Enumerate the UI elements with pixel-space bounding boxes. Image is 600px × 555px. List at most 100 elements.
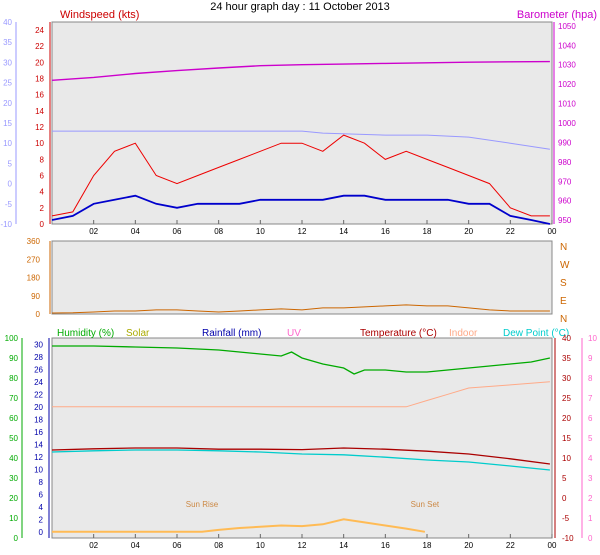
rainfall-axis-tick: 22 — [34, 390, 43, 399]
temp-panel — [51, 337, 553, 539]
uv-axis-tick: 10 — [588, 334, 597, 343]
direction-axis-tick: 270 — [27, 255, 41, 264]
uv-axis-tick: 9 — [588, 354, 593, 363]
rainfall-axis-tick: 0 — [39, 528, 44, 537]
direction-axis-tick: 360 — [27, 237, 41, 246]
rainfall-axis-tick: 18 — [34, 415, 43, 424]
temp-outer-axis-tick: 25 — [3, 79, 12, 88]
x-tick-label: 00 — [548, 541, 557, 550]
windspeed-axis-tick: 6 — [40, 172, 45, 181]
direction-panel — [51, 240, 553, 315]
barometer-axis-tick: 990 — [558, 138, 572, 147]
uv-axis-tick: 3 — [588, 474, 593, 483]
humidity-axis-tick: 90 — [9, 354, 18, 363]
temp-outer-axis-tick: 30 — [3, 58, 12, 67]
compass-label: W — [560, 260, 570, 271]
x-tick-label: 10 — [256, 227, 265, 236]
windspeed-axis-tick: 8 — [40, 155, 45, 164]
direction-axis-tick: 0 — [36, 310, 41, 319]
temp-outer-axis-tick: 40 — [3, 18, 12, 27]
barometer-axis-tick: 960 — [558, 197, 572, 206]
barometer-axis-tick: 1030 — [558, 61, 576, 70]
x-tick-label: 06 — [173, 541, 182, 550]
rainfall-axis-tick: 6 — [39, 490, 44, 499]
temperature-line — [52, 130, 550, 150]
compass-label: N — [560, 242, 567, 253]
x-tick-label: 20 — [464, 541, 473, 550]
x-tick-label: 06 — [173, 227, 182, 236]
uv-axis-tick: 8 — [588, 374, 593, 383]
x-tick-label: 12 — [298, 541, 307, 550]
uv-axis-tick: 1 — [588, 514, 593, 523]
compass-label: S — [560, 278, 567, 289]
x-tick-label: 04 — [131, 541, 140, 550]
windspeed-axis-tick: 20 — [35, 58, 44, 67]
barometer-title: Barometer (hpa) — [517, 9, 597, 21]
windspeed-axis-tick: 24 — [35, 26, 44, 35]
windspeed-axis-tick: 12 — [35, 123, 44, 132]
barometer-line — [51, 60, 550, 81]
humidity-axis-tick: 10 — [9, 514, 18, 523]
legend-label: Rainfall (mm) — [202, 328, 261, 339]
indoor-line — [52, 381, 550, 408]
temp-outer-axis-tick: 5 — [8, 159, 13, 168]
rainfall-axis-tick: 4 — [39, 503, 44, 512]
legend-label: Indoor — [449, 328, 478, 339]
direction-axis-tick: 180 — [27, 274, 41, 283]
x-tick-label: 18 — [423, 227, 432, 236]
uv-axis-tick: 7 — [588, 394, 593, 403]
compass-label: E — [560, 296, 567, 307]
main-title: 24 hour graph day : 11 October 2013 — [210, 1, 390, 13]
humidity-axis-tick: 80 — [9, 374, 18, 383]
windspeed-axis-tick: 16 — [35, 91, 44, 100]
windspeed-axis-tick: 10 — [35, 139, 44, 148]
x-tick-label: 02 — [89, 541, 98, 550]
x-tick-label: 10 — [256, 541, 265, 550]
uv-axis-tick: 2 — [588, 494, 593, 503]
humidity-axis-tick: 30 — [9, 474, 18, 483]
x-tick-label: 20 — [464, 227, 473, 236]
legend-label: Solar — [126, 328, 150, 339]
legend-label: Humidity (%) — [57, 328, 114, 339]
temperature-axis-tick: -5 — [562, 514, 570, 523]
barometer-axis-tick: 1020 — [558, 80, 576, 89]
temp-outer-axis-tick: 10 — [3, 139, 12, 148]
barometer-axis-tick: 950 — [558, 216, 572, 225]
sunset-label: Sun Set — [411, 500, 440, 509]
temperature-axis-tick: -10 — [562, 534, 574, 543]
x-tick-label: 14 — [339, 227, 348, 236]
humidity-axis-tick: 20 — [9, 494, 18, 503]
windspeed-axis-tick: 4 — [40, 188, 45, 197]
windspeed-axis-tick: 14 — [35, 107, 44, 116]
x-tick-label: 00 — [548, 227, 557, 236]
barometer-axis-tick: 1000 — [558, 119, 576, 128]
rainfall-axis-tick: 26 — [34, 365, 43, 374]
x-tick-label: 22 — [506, 227, 515, 236]
rainfall-axis-tick: 2 — [39, 515, 44, 524]
x-tick-label: 04 — [131, 227, 140, 236]
temp-outer-axis-tick: -5 — [5, 200, 13, 209]
rainfall-axis-tick: 14 — [34, 440, 43, 449]
temperature-axis-tick: 5 — [562, 474, 567, 483]
humidity-axis-tick: 40 — [9, 454, 18, 463]
uv-axis-tick: 6 — [588, 414, 593, 423]
barometer-axis-tick: 1040 — [558, 41, 576, 50]
temp-outer-axis-tick: 20 — [3, 99, 12, 108]
temperature-axis-tick: 15 — [562, 434, 571, 443]
x-tick-label: 16 — [381, 227, 390, 236]
rainfall-axis-tick: 10 — [34, 465, 43, 474]
windspeed-axis-tick: 18 — [35, 75, 44, 84]
humidity-axis-tick: 0 — [14, 534, 19, 543]
humidity-axis-tick: 60 — [9, 414, 18, 423]
barometer-axis-tick: 970 — [558, 177, 572, 186]
temp-outer-axis-tick: 15 — [3, 119, 12, 128]
temperature-axis-tick: 40 — [562, 334, 571, 343]
temperature-line — [51, 447, 550, 465]
x-tick-label: 08 — [214, 541, 223, 550]
rainfall-axis-tick: 16 — [34, 428, 43, 437]
direction-axis-tick: 90 — [31, 292, 40, 301]
barometer-axis-tick: 980 — [558, 158, 572, 167]
x-tick-label: 14 — [339, 541, 348, 550]
direction-line — [51, 304, 550, 314]
uv-axis-tick: 5 — [588, 434, 593, 443]
